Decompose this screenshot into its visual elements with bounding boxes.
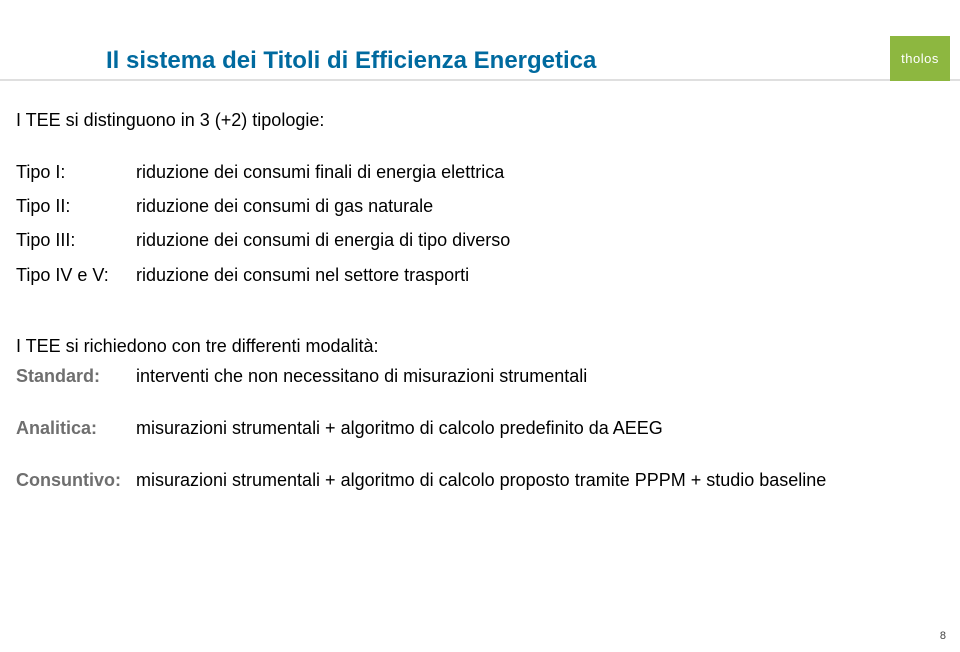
modality-row: Standard: interventi che non necessitano… [16, 359, 920, 393]
modality-block: Standard: interventi che non necessitano… [16, 359, 920, 393]
type-row: Tipo II: riduzione dei consumi di gas na… [16, 189, 920, 223]
modality-label: Analitica: [16, 411, 136, 445]
modality-row: Analitica: misurazioni strumentali + alg… [16, 411, 920, 445]
type-label: Tipo IV e V: [16, 258, 136, 292]
header: Il sistema dei Titoli di Efficienza Ener… [0, 42, 960, 80]
type-desc: riduzione dei consumi finali di energia … [136, 155, 504, 189]
modality-label: Standard: [16, 359, 136, 393]
modalities-intro: I TEE si richiedono con tre differenti m… [16, 336, 920, 357]
type-label: Tipo II: [16, 189, 136, 223]
modality-desc: interventi che non necessitano di misura… [136, 359, 920, 393]
types-list: Tipo I: riduzione dei consumi finali di … [16, 155, 920, 292]
type-row: Tipo I: riduzione dei consumi finali di … [16, 155, 920, 189]
type-desc: riduzione dei consumi nel settore traspo… [136, 258, 469, 292]
title-wrap: Il sistema dei Titoli di Efficienza Ener… [106, 42, 596, 80]
page-number: 8 [940, 630, 946, 642]
modality-label: Consuntivo: [16, 463, 136, 497]
type-label: Tipo I: [16, 155, 136, 189]
type-desc: riduzione dei consumi di gas naturale [136, 189, 433, 223]
modality-block: Analitica: misurazioni strumentali + alg… [16, 411, 920, 445]
type-label: Tipo III: [16, 223, 136, 257]
modality-desc: misurazioni strumentali + algoritmo di c… [136, 411, 920, 445]
modality-block: Consuntivo: misurazioni strumentali + al… [16, 463, 920, 497]
content: I TEE si distinguono in 3 (+2) tipologie… [16, 110, 920, 515]
modality-row: Consuntivo: misurazioni strumentali + al… [16, 463, 920, 497]
brand-logo-text: tholos [901, 51, 939, 66]
intro-text: I TEE si distinguono in 3 (+2) tipologie… [16, 110, 920, 131]
page-title: Il sistema dei Titoli di Efficienza Ener… [106, 47, 596, 75]
modality-desc: misurazioni strumentali + algoritmo di c… [136, 463, 920, 497]
type-desc: riduzione dei consumi di energia di tipo… [136, 223, 510, 257]
brand-logo: tholos [890, 36, 950, 81]
type-row: Tipo III: riduzione dei consumi di energ… [16, 223, 920, 257]
header-rule [0, 78, 960, 82]
type-row: Tipo IV e V: riduzione dei consumi nel s… [16, 258, 920, 292]
